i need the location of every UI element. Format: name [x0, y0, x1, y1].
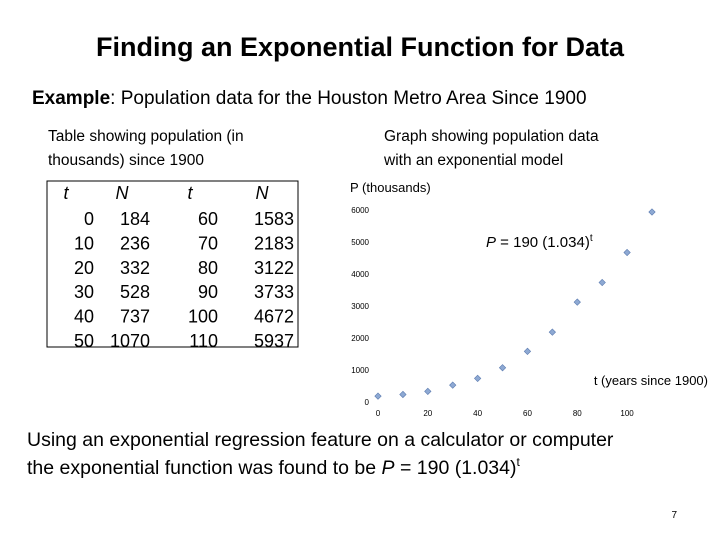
table-cell: 2183 — [254, 233, 294, 253]
footer-line: Using an exponential regression feature … — [27, 429, 614, 451]
example-text: : Population data for the Houston Metro … — [110, 88, 586, 109]
data-point — [424, 387, 432, 396]
table-cell: 4672 — [254, 307, 294, 327]
table-cell: 5937 — [254, 331, 294, 351]
y-tick-label: 6000 — [351, 206, 369, 215]
data-point — [449, 381, 457, 389]
table-caption: Table showing population (in — [48, 128, 244, 145]
y-tick-label: 1000 — [351, 366, 369, 375]
table-header: t — [63, 183, 69, 203]
table-cell: 3122 — [254, 258, 294, 278]
page-number: 7 — [671, 510, 677, 521]
table-cell: 236 — [120, 233, 150, 253]
x-tick-label: 80 — [573, 409, 582, 418]
example-line: Example: Population data for the Houston… — [32, 88, 587, 109]
table-cell: 30 — [74, 282, 94, 302]
table-cell: 100 — [188, 307, 218, 327]
x-tick-label: 0 — [376, 409, 381, 418]
data-point — [523, 347, 532, 355]
table-cell: 1070 — [110, 331, 150, 351]
data-point — [374, 392, 382, 400]
data-point — [399, 390, 407, 399]
example-label: Example — [32, 88, 110, 109]
table-header: N — [116, 183, 130, 203]
table-cell: 0 — [84, 209, 94, 229]
table-header: t — [187, 183, 193, 203]
table-cell: 70 — [198, 233, 218, 253]
table-cell: 40 — [74, 307, 94, 327]
x-tick-label: 60 — [523, 409, 532, 418]
table-cell: 10 — [74, 233, 94, 253]
chart: 0 1000 2000 3000 4000 5000 6000 0 20 40 60 80 100 P (… — [350, 180, 708, 418]
y-tick-label: 5000 — [351, 238, 369, 247]
annotation-text: = 190 (1.034) — [496, 234, 590, 251]
footer-formula: = 190 (1.034) — [395, 457, 517, 479]
x-axis-label: t (years since 1900) — [594, 373, 708, 388]
table-cell: 3733 — [254, 282, 294, 302]
annotation: P = 190 (1.034)t — [486, 233, 593, 251]
data-point — [573, 298, 581, 306]
data-point — [548, 328, 556, 336]
footer-var: P — [382, 457, 395, 479]
table-cell: 1583 — [254, 209, 294, 229]
data-point — [648, 208, 656, 216]
table-cell: 528 — [120, 282, 150, 302]
footer-exponent: t — [517, 455, 521, 469]
table-border — [46, 180, 299, 348]
y-axis-label: P (thousands) — [350, 180, 431, 195]
table-cell: 60 — [198, 209, 218, 229]
x-tick-label: 20 — [423, 409, 432, 418]
table-header: N — [256, 183, 270, 203]
y-tick-label: 3000 — [351, 302, 369, 311]
graph-caption: Graph showing population data — [384, 128, 599, 145]
table-cell: 184 — [120, 209, 150, 229]
graph-caption: with an exponential model — [383, 152, 563, 169]
data-point — [623, 248, 631, 257]
footer-line: the exponential function was found to be… — [27, 455, 521, 479]
table-cell: 110 — [189, 331, 218, 351]
table-cell: 90 — [198, 282, 218, 302]
y-tick-label: 0 — [365, 398, 370, 407]
table-cell: 737 — [120, 307, 150, 327]
table-caption: thousands) since 1900 — [48, 152, 204, 169]
data-point — [474, 374, 482, 383]
annotation-exponent: t — [590, 233, 593, 244]
slide-title: Finding an Exponential Function for Data — [96, 32, 625, 62]
table-cell: 332 — [120, 258, 150, 278]
footer-text: the exponential function was found to be — [27, 457, 382, 479]
table-cell: 80 — [198, 258, 218, 278]
data-point — [498, 364, 507, 372]
table-cell: 50 — [74, 331, 94, 351]
table-cell: 20 — [74, 258, 94, 278]
x-tick-label: 100 — [620, 409, 634, 418]
x-tick-label: 40 — [473, 409, 482, 418]
annotation-var: P — [486, 234, 496, 251]
y-tick-label: 2000 — [351, 334, 369, 343]
data-point — [598, 278, 606, 287]
y-tick-label: 4000 — [351, 270, 369, 279]
